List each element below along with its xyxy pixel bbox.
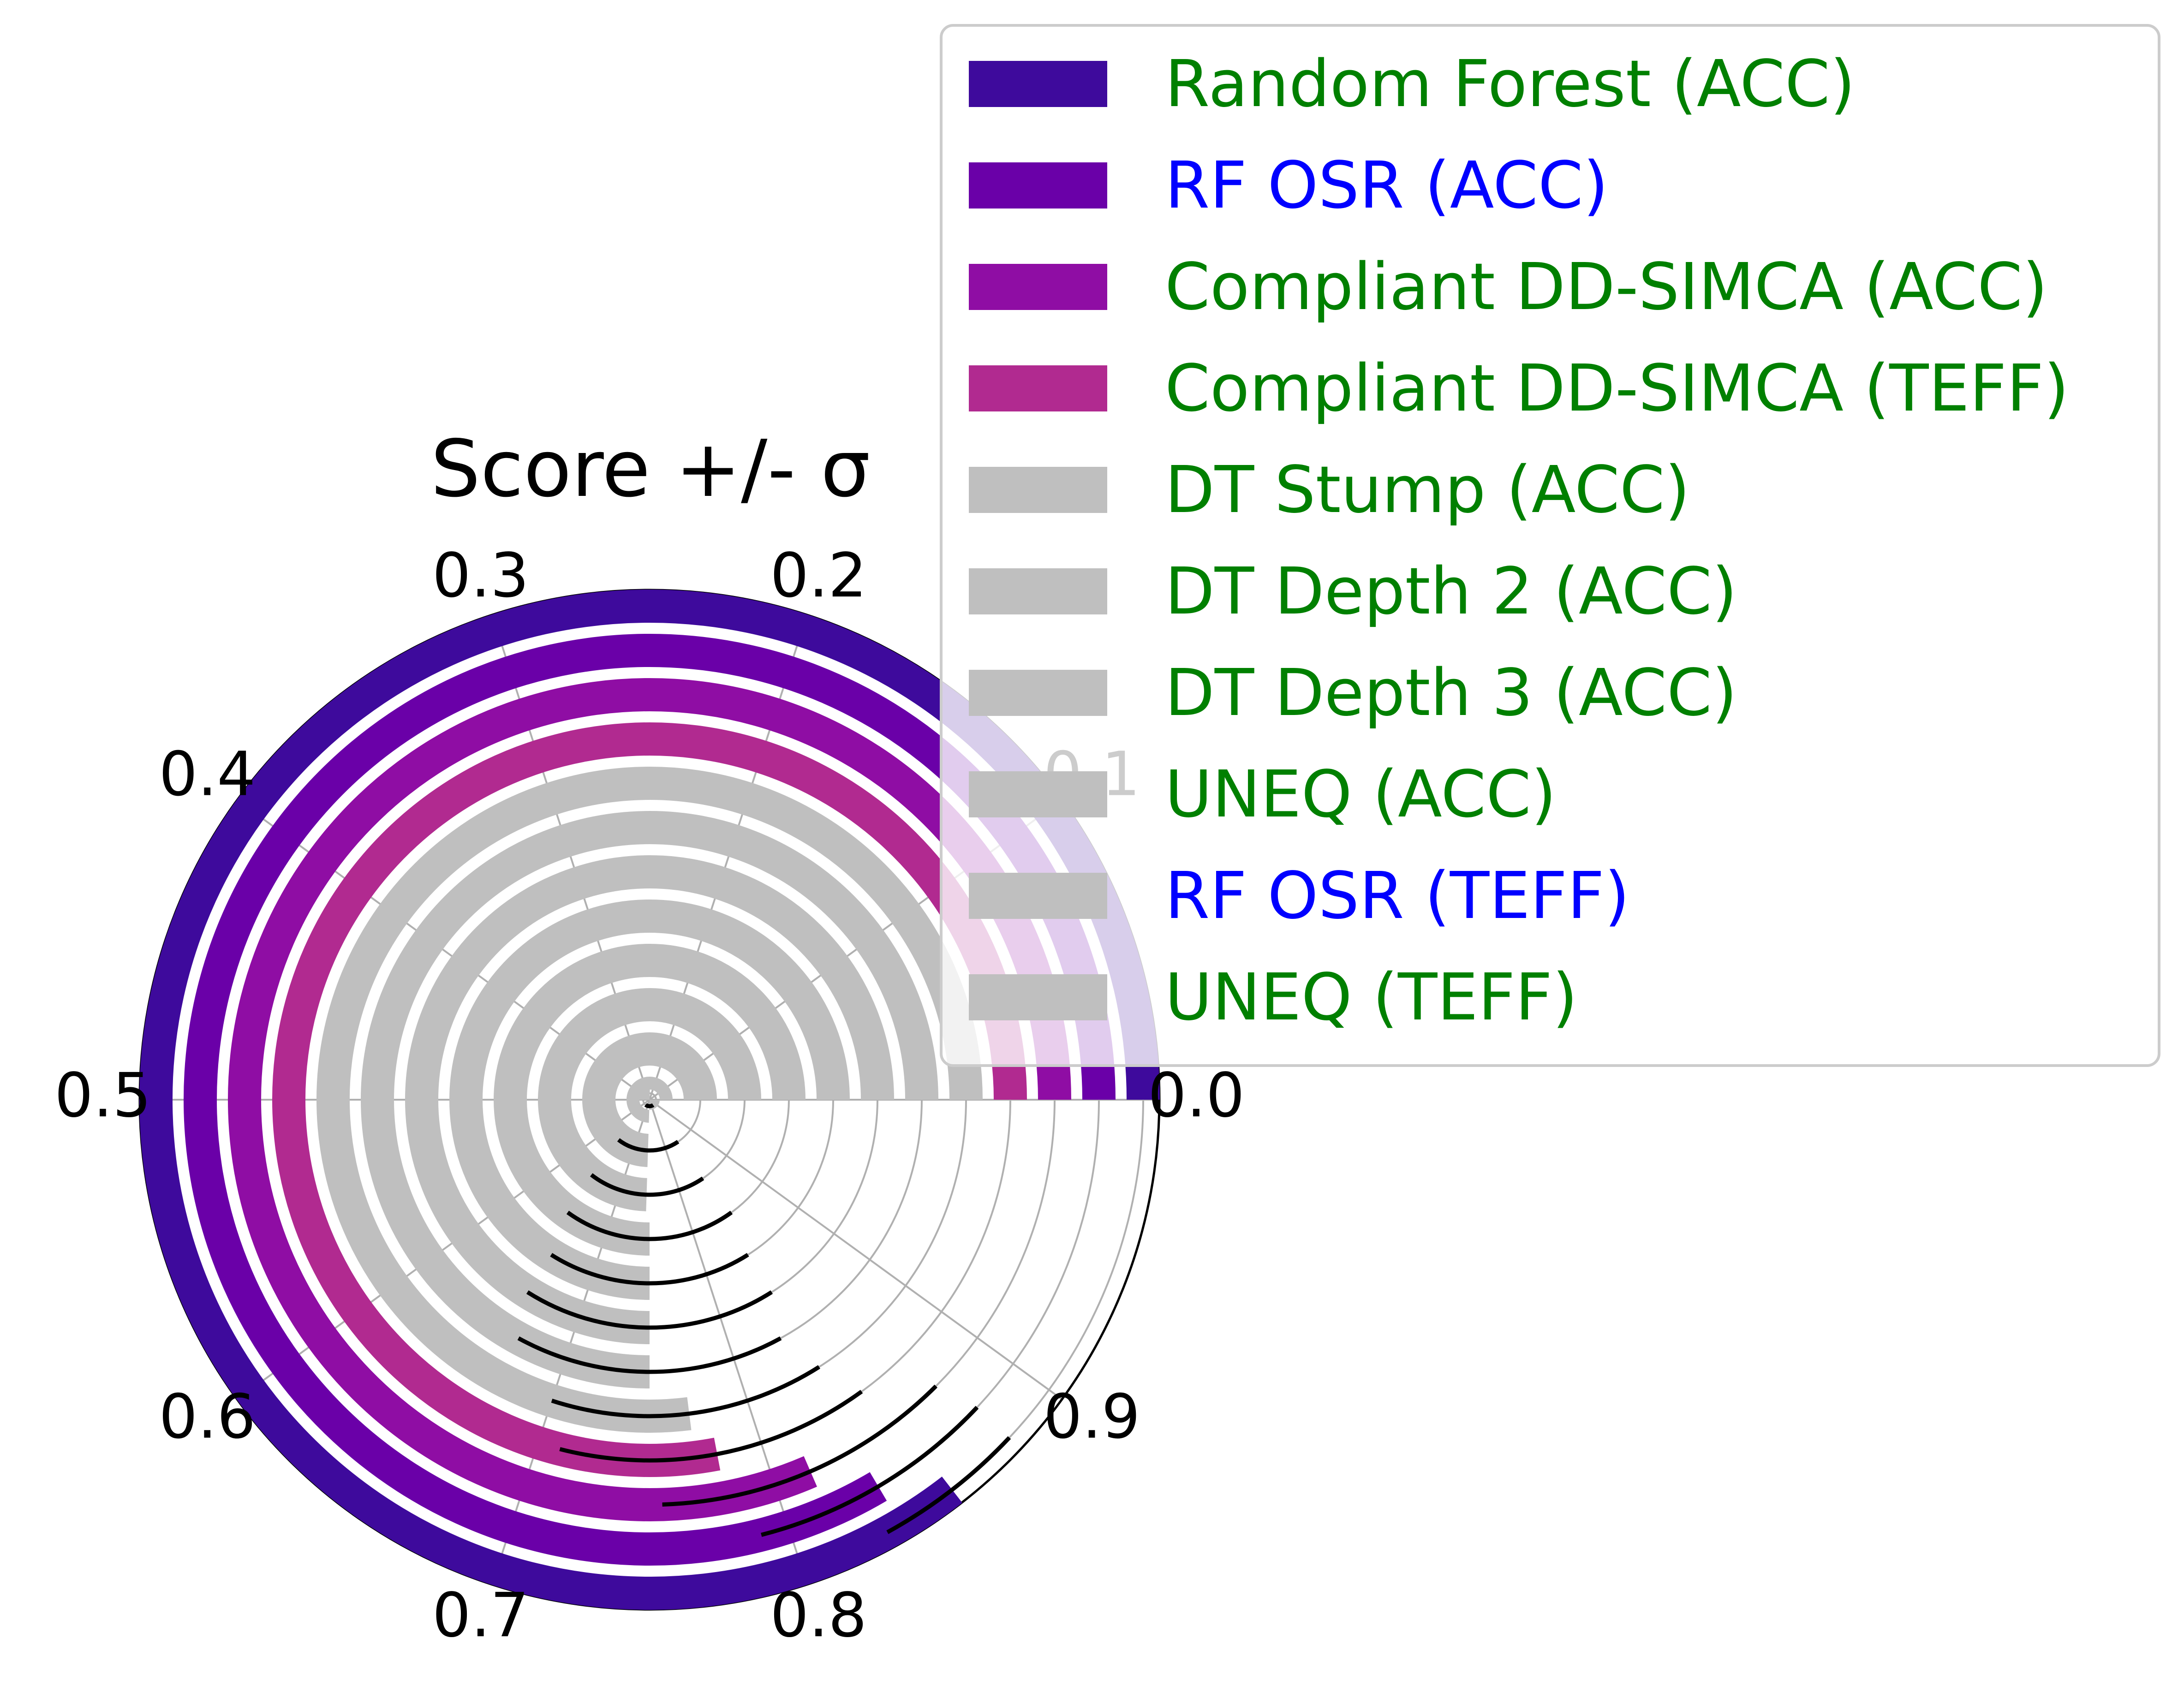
legend-entry-label: UNEQ (TEFF) <box>1165 960 1578 1035</box>
angular-tick-label: 0.3 <box>432 540 529 611</box>
error-arcs <box>517 1103 1011 1537</box>
sigma-arc <box>550 1253 749 1286</box>
grid-spoke <box>649 1099 1063 1400</box>
score-bar <box>494 944 806 1256</box>
legend-entry-label: RF OSR (TEFF) <box>1165 858 1629 934</box>
angular-tick-label: 0.7 <box>432 1580 529 1651</box>
legend-entry-label: Compliant DD-SIMCA (TEFF) <box>1165 351 2069 426</box>
sigma-arc <box>551 1365 820 1418</box>
angular-tick-label: 0.4 <box>159 739 256 810</box>
angular-tick-label: 0.2 <box>770 540 867 611</box>
legend-entry-label: Random Forest (ACC) <box>1165 47 1855 122</box>
legend-swatch <box>969 670 1107 716</box>
legend-entry-label: UNEQ (ACC) <box>1165 757 1556 832</box>
legend-swatch <box>969 568 1107 614</box>
sigma-arc <box>617 1138 680 1153</box>
score-bar <box>405 855 894 1344</box>
angular-tick-label: 0.8 <box>770 1580 867 1651</box>
chart-title: Score +/- σ <box>430 423 870 515</box>
legend-swatch <box>969 771 1107 817</box>
legend-swatch <box>969 365 1107 411</box>
legend-entry-label: RF OSR (ACC) <box>1165 148 1608 223</box>
grid-spoke <box>649 1099 808 1585</box>
score-bar <box>538 988 761 1211</box>
sigma-arc <box>526 1290 773 1330</box>
sigma-arc <box>517 1336 782 1374</box>
sigma-arc <box>566 1210 733 1241</box>
score-bar <box>316 767 983 1433</box>
angular-tick-label: 0.0 <box>1148 1060 1245 1131</box>
legend-swatch <box>969 974 1107 1020</box>
legend-entry-label: Compliant DD-SIMCA (ACC) <box>1165 250 2048 325</box>
sigma-arc <box>761 1406 979 1537</box>
legend-swatch <box>969 61 1107 107</box>
score-bar <box>228 678 1071 1521</box>
angular-tick-label: 0.5 <box>54 1060 151 1131</box>
score-bar <box>361 811 938 1388</box>
sigma-arc <box>590 1173 704 1197</box>
legend-swatch <box>969 264 1107 310</box>
legend-swatch <box>969 162 1107 209</box>
sigma-arc <box>644 1103 655 1108</box>
legend-box <box>940 24 2160 1067</box>
sigma-arc <box>559 1390 863 1463</box>
score-bar <box>272 722 1027 1477</box>
sigma-arc <box>662 1384 938 1507</box>
sigma-arc <box>886 1436 1011 1534</box>
angular-tick-label: 0.9 <box>1044 1382 1140 1453</box>
legend: Random Forest (ACC) RF OSR (ACC) Compliant… <box>940 24 2160 1067</box>
score-bar <box>449 900 850 1300</box>
angular-tick-label: 0.6 <box>159 1382 256 1453</box>
legend-entry-label: DT Depth 2 (ACC) <box>1165 554 1737 629</box>
legend-entry-label: DT Depth 3 (ACC) <box>1165 655 1737 731</box>
legend-swatch <box>969 873 1107 919</box>
legend-entry-label: DT Stump (ACC) <box>1165 453 1690 528</box>
legend-swatch <box>969 467 1107 513</box>
score-bar <box>582 1032 717 1167</box>
